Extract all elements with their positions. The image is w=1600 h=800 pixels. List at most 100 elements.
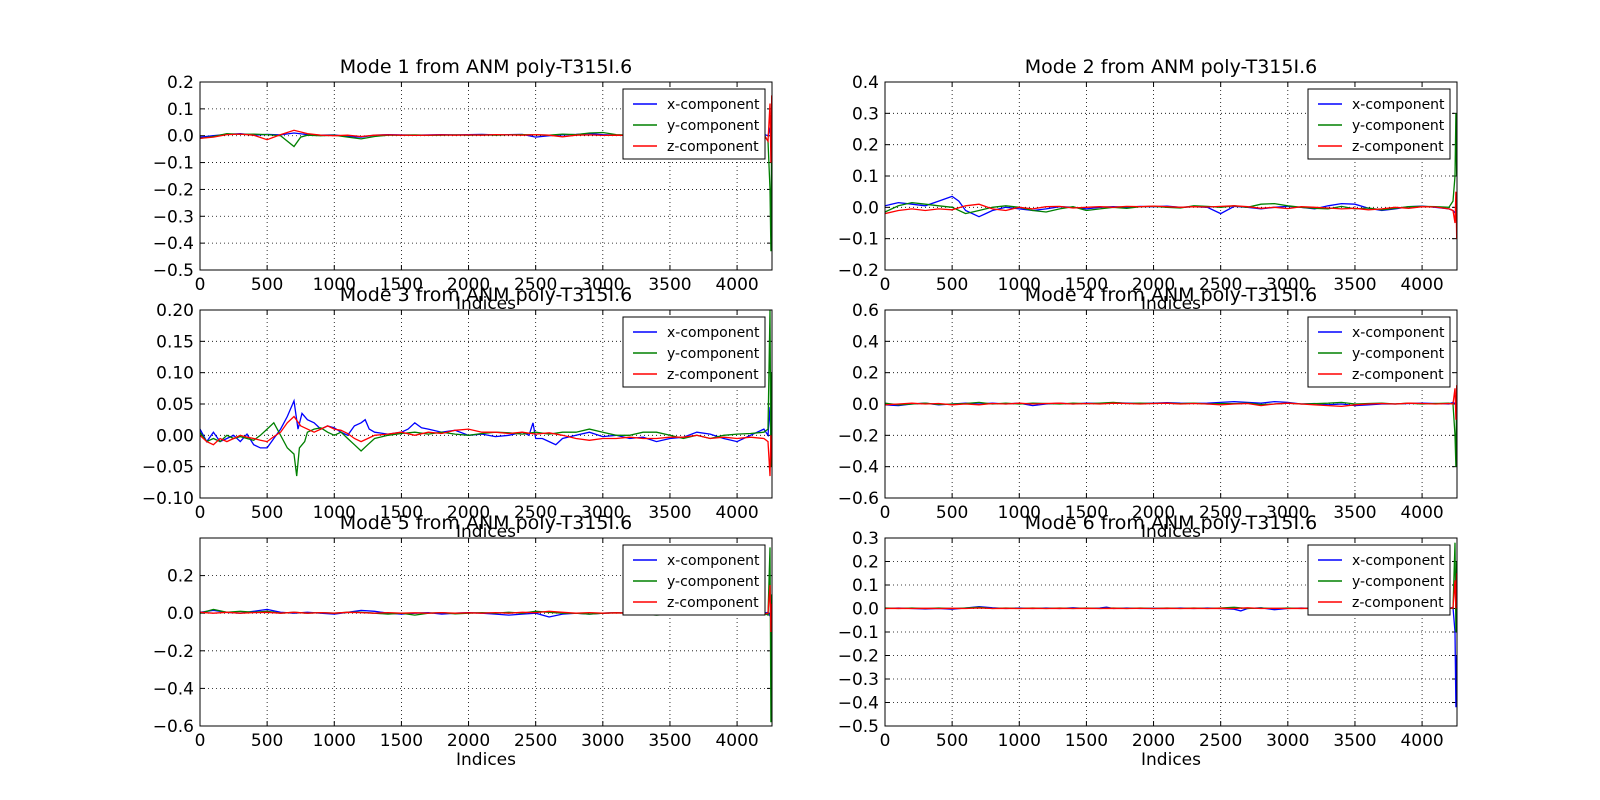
y-tick-label: 0.0 (852, 395, 879, 415)
legend: x-component y-component z-component (622, 316, 766, 388)
x-tick-label: 500 (936, 731, 968, 751)
subplot-title: Mode 4 from ANM poly-T315I.6 (1025, 284, 1317, 306)
y-tick-label: 0.0 (852, 600, 879, 620)
legend-box (622, 88, 766, 160)
x-tick-label: 3500 (648, 503, 691, 523)
subplot-title: Mode 6 from ANM poly-T315I.6 (1025, 512, 1317, 534)
subplot-1: 0 500 1000 1500 2000 2500 3000 3500 4000 −0.5 −0.4… (153, 56, 773, 314)
x-tick-label: 2500 (514, 275, 557, 295)
x-tick-label: 0 (880, 503, 891, 523)
x-tick-label: 500 (936, 275, 968, 295)
y-tick-label: 0.2 (167, 567, 194, 587)
legend-label: z-component (1352, 367, 1444, 383)
legend-box (1307, 88, 1451, 160)
x-tick-label: 1500 (380, 503, 423, 523)
y-tick-label: −0.6 (838, 489, 879, 509)
x-tick-label: 3500 (1333, 503, 1376, 523)
y-tick-label: −0.4 (153, 234, 194, 254)
legend-label: z-component (667, 367, 759, 383)
x-tick-label: 2500 (1199, 503, 1242, 523)
x-tick-label: 500 (251, 503, 283, 523)
plot-frame (199, 309, 773, 499)
legend-label: y-component (667, 574, 760, 590)
x-tick-label: 1000 (998, 275, 1041, 295)
y-tick-label: −0.05 (142, 458, 194, 478)
x-tick-label: 3500 (1333, 275, 1376, 295)
y-tick-label: −0.2 (838, 426, 879, 446)
legend-label: z-component (1352, 139, 1444, 155)
x-tick-label: 2000 (1132, 731, 1175, 751)
x-tick-label: 4000 (715, 731, 758, 751)
legend-label: x-component (1352, 325, 1445, 341)
x-tick-label: 2500 (1199, 731, 1242, 751)
y-tick-label: 0.2 (852, 136, 879, 156)
y-tick-label: 0.1 (852, 576, 879, 596)
subplot-2: 0 500 1000 1500 2000 2500 3000 3500 4000 −0.2 −0.1… (838, 56, 1458, 314)
series-line-z-component (885, 385, 1457, 420)
plot-frame (199, 81, 773, 271)
legend-label: y-component (1352, 574, 1445, 590)
legend-box (1307, 544, 1451, 616)
x-tick-label: 2000 (1132, 503, 1175, 523)
x-tick-label: 4000 (1400, 731, 1443, 751)
subplot-title: Mode 3 from ANM poly-T315I.6 (340, 284, 632, 306)
x-tick-label: 2500 (514, 731, 557, 751)
x-tick-label: 2500 (514, 503, 557, 523)
y-tick-label: −0.3 (838, 670, 879, 690)
legend-label: y-component (667, 346, 760, 362)
plot-frame (199, 537, 773, 727)
x-tick-label: 0 (195, 503, 206, 523)
subplot-title: Mode 5 from ANM poly-T315I.6 (340, 512, 632, 534)
x-tick-label: 3000 (581, 503, 624, 523)
x-tick-label: 1000 (998, 503, 1041, 523)
x-tick-label: 1000 (313, 275, 356, 295)
x-axis-label: Indices (1141, 522, 1201, 542)
x-tick-label: 2000 (447, 275, 490, 295)
y-tick-label: 0.20 (156, 301, 194, 321)
subplot-4: 0 500 1000 1500 2000 2500 3000 3500 4000 −0.6 −0.4… (838, 284, 1458, 542)
legend-label: x-component (667, 553, 760, 569)
legend-label: x-component (667, 325, 760, 341)
legend: x-component y-component z-component (1307, 88, 1451, 160)
x-tick-label: 1500 (380, 731, 423, 751)
y-tick-label: −0.1 (838, 230, 879, 250)
y-tick-label: −0.2 (838, 261, 879, 281)
y-tick-label: 0.2 (852, 553, 879, 573)
y-tick-label: −0.4 (838, 694, 879, 714)
y-tick-label: 0.05 (156, 395, 194, 415)
legend-label: y-component (667, 118, 760, 134)
x-tick-label: 1500 (1065, 275, 1108, 295)
y-tick-label: 0.4 (852, 73, 879, 93)
y-tick-label: 0.3 (852, 104, 879, 124)
legend-label: y-component (1352, 118, 1445, 134)
legend-label: x-component (1352, 97, 1445, 113)
y-tick-label: 0.4 (852, 332, 879, 352)
x-tick-label: 1500 (380, 275, 423, 295)
y-tick-label: 0.2 (167, 73, 194, 93)
x-tick-label: 3000 (1266, 503, 1309, 523)
legend-label: z-component (667, 139, 759, 155)
x-tick-label: 3000 (581, 731, 624, 751)
x-tick-label: 0 (880, 275, 891, 295)
y-tick-label: −0.5 (838, 717, 879, 737)
y-tick-label: −0.1 (153, 154, 194, 174)
y-tick-label: 0.1 (852, 167, 879, 187)
y-tick-label: 0.0 (167, 604, 194, 624)
x-tick-label: 4000 (1400, 275, 1443, 295)
legend-label: z-component (1352, 595, 1444, 611)
x-tick-label: 500 (251, 275, 283, 295)
x-tick-label: 2000 (447, 731, 490, 751)
x-tick-label: 1500 (1065, 731, 1108, 751)
y-tick-label: −0.5 (153, 261, 194, 281)
x-axis-label: Indices (456, 522, 516, 542)
y-tick-label: −0.2 (153, 180, 194, 200)
x-tick-label: 0 (195, 275, 206, 295)
x-tick-label: 2500 (1199, 275, 1242, 295)
x-tick-label: 3000 (581, 275, 624, 295)
x-tick-label: 0 (195, 731, 206, 751)
x-axis-label: Indices (456, 750, 516, 770)
x-tick-label: 1000 (998, 731, 1041, 751)
x-axis-label: Indices (1141, 294, 1201, 314)
x-tick-label: 2000 (1132, 275, 1175, 295)
